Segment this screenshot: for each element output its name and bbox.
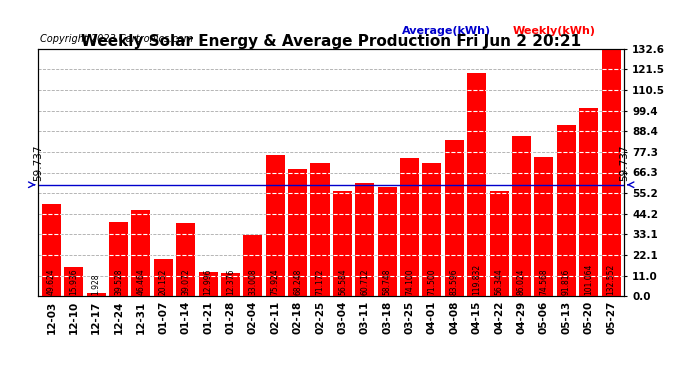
- Text: 20.152: 20.152: [159, 268, 168, 295]
- Text: 39.072: 39.072: [181, 268, 190, 295]
- Text: 1.928: 1.928: [92, 273, 101, 295]
- Text: 56.344: 56.344: [495, 268, 504, 295]
- Text: 12.376: 12.376: [226, 268, 235, 295]
- Text: 68.248: 68.248: [293, 268, 302, 295]
- Bar: [400, 158, 419, 296]
- Bar: [288, 169, 307, 296]
- Title: Weekly Solar Energy & Average Production Fri Jun 2 20:21: Weekly Solar Energy & Average Production…: [81, 34, 581, 49]
- Text: 46.464: 46.464: [137, 268, 146, 295]
- Text: 59.737: 59.737: [33, 144, 43, 181]
- Text: 91.816: 91.816: [562, 268, 571, 295]
- Text: 83.596: 83.596: [450, 268, 459, 295]
- Bar: [42, 204, 61, 296]
- Text: 60.712: 60.712: [360, 268, 369, 295]
- Bar: [355, 183, 374, 296]
- Bar: [602, 49, 620, 296]
- Bar: [64, 267, 83, 296]
- Bar: [557, 125, 575, 296]
- Text: 12.996: 12.996: [204, 268, 213, 295]
- Text: 74.568: 74.568: [540, 268, 549, 295]
- Text: 132.552: 132.552: [607, 264, 615, 295]
- Text: Average(kWh): Average(kWh): [402, 26, 491, 36]
- Bar: [377, 187, 397, 296]
- Bar: [422, 163, 442, 296]
- Bar: [490, 191, 509, 296]
- Bar: [266, 154, 285, 296]
- Bar: [199, 272, 217, 296]
- Text: 59.737: 59.737: [619, 144, 629, 181]
- Bar: [310, 164, 330, 296]
- Bar: [244, 235, 262, 296]
- Text: 33.008: 33.008: [248, 268, 257, 295]
- Text: 71.172: 71.172: [315, 268, 324, 295]
- Text: 58.748: 58.748: [383, 268, 392, 295]
- Text: 119.832: 119.832: [472, 264, 481, 295]
- Text: Copyright 2023 Cartronics.com: Copyright 2023 Cartronics.com: [40, 34, 193, 44]
- Text: 15.936: 15.936: [69, 268, 78, 295]
- Bar: [333, 190, 352, 296]
- Bar: [512, 136, 531, 296]
- Text: 74.100: 74.100: [405, 268, 414, 295]
- Bar: [109, 222, 128, 296]
- Text: 86.024: 86.024: [517, 268, 526, 295]
- Bar: [87, 292, 106, 296]
- Bar: [221, 273, 240, 296]
- Text: 75.924: 75.924: [270, 268, 279, 295]
- Bar: [579, 108, 598, 296]
- Bar: [131, 210, 150, 296]
- Bar: [176, 224, 195, 296]
- Text: 71.500: 71.500: [427, 268, 437, 295]
- Text: 49.624: 49.624: [47, 268, 56, 295]
- Bar: [467, 73, 486, 296]
- Text: 56.584: 56.584: [338, 268, 347, 295]
- Bar: [445, 140, 464, 296]
- Text: Weekly(kWh): Weekly(kWh): [513, 26, 596, 36]
- Bar: [534, 157, 553, 296]
- Bar: [154, 259, 172, 296]
- Text: 39.528: 39.528: [114, 268, 123, 295]
- Text: 101.064: 101.064: [584, 263, 593, 295]
